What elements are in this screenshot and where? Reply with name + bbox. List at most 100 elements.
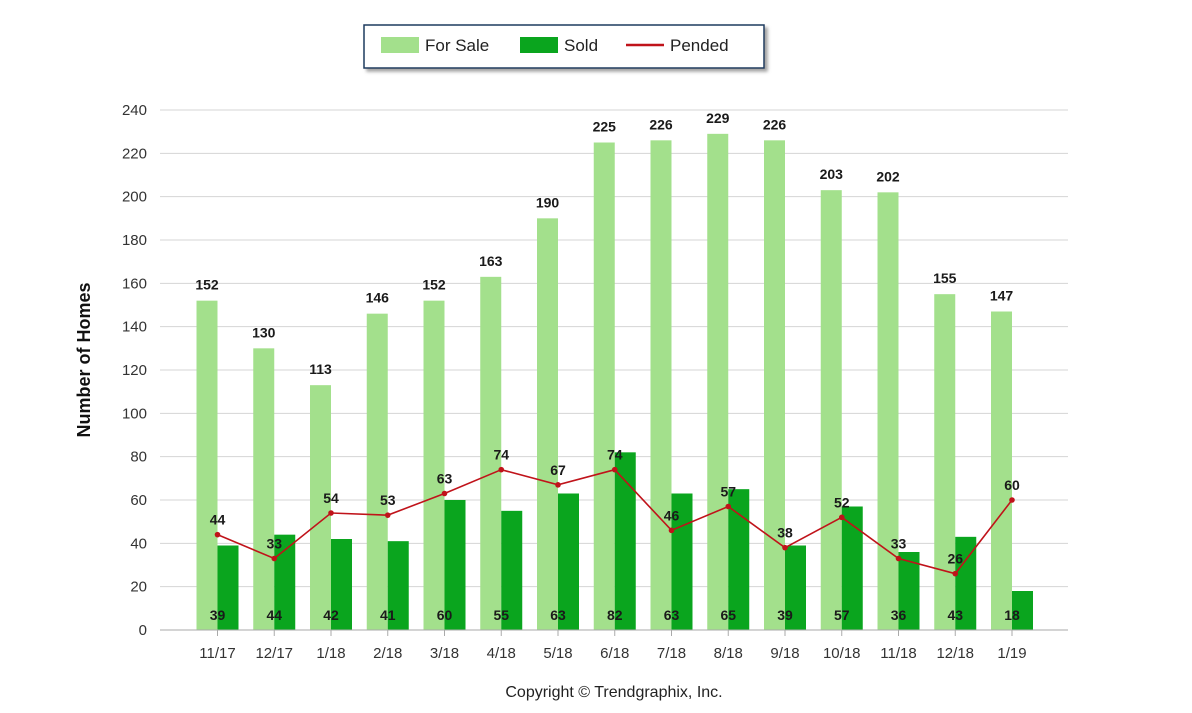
pended-data-label: 46	[664, 507, 680, 523]
x-tick-label: 5/18	[543, 645, 572, 662]
x-axis-ticks: 11/17 12/17 1/18 2/18 3/18 4/18 5/18 6/18 7/18 8/…	[199, 630, 1027, 662]
sold-data-label: 55	[493, 607, 509, 623]
x-tick-label: 12/18	[936, 645, 974, 662]
pended-data-label: 67	[550, 462, 566, 478]
pended-point	[782, 544, 788, 551]
pended-line	[214, 466, 1015, 577]
x-tick-label: 4/18	[487, 645, 516, 662]
sold-data-label: 43	[947, 607, 963, 623]
sold-data-labels: 39 44 42 41 60 55 63 82 63 65 39 57 36 43 18	[210, 607, 1020, 623]
y-axis-title: Number of Homes	[74, 282, 94, 437]
for-sale-bar	[991, 311, 1012, 630]
for-sale-data-label: 229	[706, 110, 730, 126]
y-tick-label: 160	[122, 275, 147, 292]
sold-bar	[331, 539, 352, 630]
pended-data-label: 54	[323, 490, 339, 506]
sold-bar	[501, 510, 523, 630]
x-tick-label: 11/18	[880, 645, 916, 662]
x-tick-label: 8/18	[714, 645, 743, 662]
for-sale-data-label: 190	[536, 194, 560, 210]
for-sale-bar	[366, 313, 388, 630]
y-tick-label: 20	[130, 579, 147, 596]
sold-bar	[955, 536, 977, 630]
for-sale-data-label: 203	[820, 166, 844, 182]
sold-data-label: 39	[777, 607, 793, 623]
pended-point	[952, 570, 959, 577]
pended-data-label: 53	[380, 492, 396, 508]
for-sale-data-label: 152	[422, 277, 446, 293]
pended-data-label: 38	[777, 525, 793, 541]
x-tick-label: 12/17	[255, 645, 293, 662]
sold-data-label: 82	[607, 607, 623, 623]
for-sale-bar	[593, 142, 615, 630]
sold-bar	[785, 545, 806, 630]
sold-bar	[217, 545, 239, 630]
legend-label-for-sale: For Sale	[425, 36, 489, 55]
y-tick-label: 0	[139, 622, 147, 639]
for-sale-data-label: 113	[309, 361, 332, 377]
for-sale-bar	[423, 300, 445, 630]
pended-point	[611, 466, 618, 473]
x-tick-label: 1/18	[316, 645, 345, 662]
for-sale-data-label: 130	[252, 324, 276, 340]
pended-point	[498, 466, 505, 473]
for-sale-bar	[764, 140, 785, 631]
pended-point	[328, 510, 334, 516]
for-sale-bar	[310, 385, 331, 630]
sold-bar	[274, 534, 296, 630]
pended-point	[895, 555, 902, 562]
legend-swatch-for-sale	[381, 37, 419, 53]
x-tick-label: 3/18	[430, 645, 459, 662]
for-sale-data-label: 147	[990, 288, 1014, 304]
sold-bar	[614, 452, 636, 630]
sold-data-label: 57	[834, 607, 850, 623]
for-sale-data-label: 163	[479, 253, 503, 269]
pended-data-label: 33	[891, 536, 907, 552]
sold-bar	[444, 500, 466, 630]
pended-point	[668, 527, 675, 534]
for-sale-data-label: 202	[876, 168, 900, 184]
pended-data-label: 74	[607, 447, 623, 463]
y-tick-label: 180	[122, 232, 147, 249]
y-tick-label: 40	[130, 535, 147, 552]
x-tick-label: 10/18	[823, 645, 861, 662]
legend-box	[363, 24, 765, 69]
pended-point	[271, 555, 278, 562]
sold-data-label: 63	[550, 607, 566, 623]
sold-data-label: 36	[891, 607, 907, 623]
for-sale-bar	[196, 300, 218, 630]
for-sale-bar	[480, 276, 502, 630]
x-tick-label: 11/17	[199, 645, 235, 662]
pended-point	[384, 512, 391, 518]
for-sale-data-label: 226	[763, 116, 787, 132]
pended-point	[725, 503, 732, 510]
sold-bar	[1012, 591, 1033, 630]
x-tick-label: 9/18	[770, 645, 799, 662]
y-tick-label: 220	[122, 145, 147, 162]
sold-data-label: 60	[437, 607, 453, 623]
sold-bars	[217, 452, 1033, 630]
y-axis-ticks: 0 20 40 60 80 100 120 140 160 180 200 220 240	[122, 102, 147, 639]
pended-data-labels: 44 33 54 53 63 74 67 74 46 57 38 52 33 26 60	[210, 447, 1020, 567]
y-tick-label: 140	[122, 319, 147, 336]
legend: For Sale Sold Pended	[363, 24, 765, 69]
y-tick-label: 60	[130, 492, 147, 509]
pended-data-label: 74	[493, 447, 509, 463]
pended-data-label: 44	[210, 512, 226, 528]
sold-data-label: 42	[323, 607, 339, 623]
sold-data-label: 65	[720, 607, 736, 623]
pended-point	[1009, 497, 1015, 503]
for-sale-data-labels: 152 130 113 146 152 163 190 225 226 229 226 203 202 1…	[195, 110, 1013, 377]
sold-bar	[558, 493, 579, 630]
sold-data-label: 39	[210, 607, 226, 623]
for-sale-data-label: 146	[366, 290, 390, 306]
pended-point	[838, 514, 845, 521]
for-sale-data-label: 225	[593, 119, 617, 135]
for-sale-bar	[820, 190, 842, 630]
pended-data-label: 63	[437, 471, 453, 487]
for-sale-bar	[707, 133, 729, 631]
pended-point	[214, 531, 221, 538]
pended-data-label: 60	[1004, 477, 1020, 493]
sold-bar	[841, 506, 863, 630]
